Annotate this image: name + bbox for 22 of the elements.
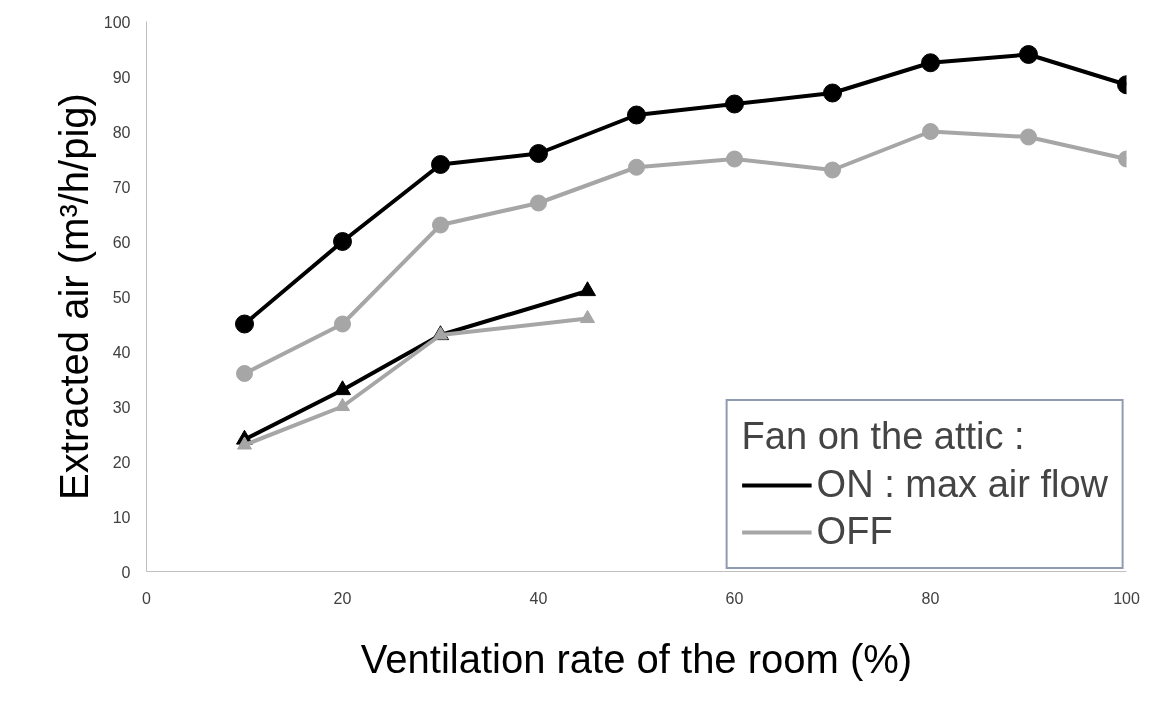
y-tick-label: 0: [121, 563, 131, 581]
y-tick-label: 50: [112, 288, 131, 306]
y-tick-label: 80: [112, 123, 131, 141]
y-tick-label: 40: [112, 343, 131, 361]
x-tick-label: 0: [142, 589, 152, 607]
x-tick-label: 100: [1113, 589, 1140, 607]
x-tick-label: 40: [529, 589, 548, 607]
x-tick-label: 80: [921, 589, 940, 607]
x-tick-label: 60: [725, 589, 744, 607]
y-tick-label: 90: [112, 68, 131, 86]
y-tick-label: 20: [112, 453, 131, 471]
legend-title: Fan on the attic :: [741, 415, 1026, 458]
y-tick-label: 10: [112, 508, 131, 526]
y-tick-label: 30: [112, 398, 131, 416]
x-axis-title: Ventilation rate of the room (%): [360, 636, 913, 681]
y-tick-label: 60: [112, 233, 131, 251]
legend-label: ON : max air flow: [816, 463, 1108, 506]
legend-label: OFF: [816, 510, 893, 553]
x-tick-label: 20: [333, 589, 352, 607]
y-axis-title: Extracted air (m³/h/pig): [51, 93, 96, 500]
y-tick-label: 100: [103, 13, 131, 31]
y-tick-label: 70: [112, 178, 131, 196]
